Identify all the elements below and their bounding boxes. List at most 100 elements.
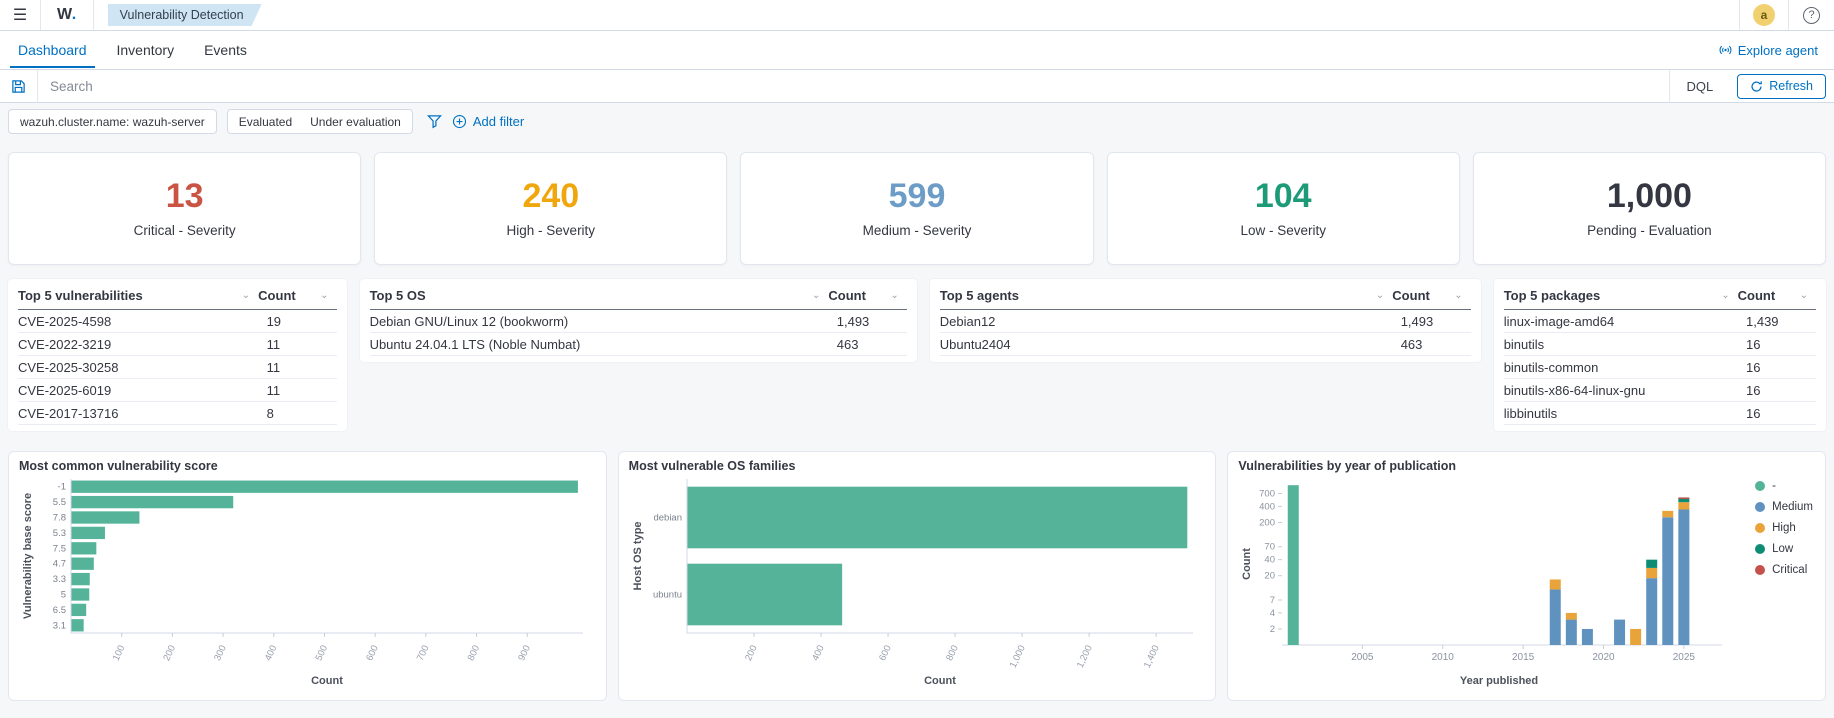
help-icon[interactable]: ? (1803, 6, 1820, 24)
sort-chevron-icon[interactable]: ⌄ (1799, 290, 1808, 301)
svg-text:5: 5 (61, 590, 66, 601)
svg-text:200: 200 (161, 644, 178, 663)
sort-chevron-icon[interactable]: ⌄ (1454, 290, 1463, 301)
bar-segment-Medium[interactable] (1646, 578, 1658, 645)
tabs-bar: Dashboard Inventory Events Explore agent (0, 31, 1834, 70)
top5-table-panel: Top 5 packages ⌄ Count ⌄ linux-image-amd64 1,… (1493, 279, 1826, 431)
legend-item-High[interactable]: High (1755, 522, 1813, 534)
add-filter-button[interactable]: Add filter (452, 114, 524, 129)
bar-6.5[interactable] (71, 603, 87, 617)
legend-item-Low[interactable]: Low (1755, 543, 1813, 555)
sort-chevron-icon[interactable]: ⌄ (1375, 290, 1385, 301)
tab-events[interactable]: Events (204, 42, 247, 58)
svg-text:800: 800 (944, 644, 961, 663)
filter-toggle-evaluated[interactable]: Evaluated (238, 114, 293, 129)
row-name: binutils (1503, 336, 1545, 352)
bar-segment-Medium[interactable] (1678, 509, 1690, 645)
bar-segment-Low[interactable] (1646, 559, 1658, 568)
bar-segment-Medium[interactable] (1566, 619, 1578, 645)
saved-query-icon[interactable] (0, 70, 38, 102)
svg-text:Vulnerability base score: Vulnerability base score (22, 493, 34, 619)
sort-chevron-icon[interactable]: ⌄ (811, 290, 821, 301)
bar-debian[interactable] (686, 486, 1187, 549)
chart-legend: - Medium High Low Critical (1755, 480, 1813, 576)
legend-item--[interactable]: - (1755, 480, 1813, 492)
filter-funnel-icon[interactable] (426, 114, 442, 129)
bar-segment-Medium[interactable] (1582, 628, 1594, 645)
count-column-header: Count (258, 288, 296, 303)
bar-5.5[interactable] (71, 495, 234, 509)
explore-agent-button[interactable]: Explore agent (1718, 43, 1818, 58)
bar-segment-High[interactable] (1550, 579, 1562, 590)
row-count: 1,493 (836, 313, 870, 329)
bar-4.7[interactable] (71, 557, 94, 570)
legend-item-Medium[interactable]: Medium (1755, 501, 1813, 513)
query-language-button[interactable]: DQL (1669, 70, 1729, 102)
stat-card[interactable]: 13 Critical - Severity (8, 152, 362, 265)
legend-dot (1755, 523, 1766, 533)
bar-segment-Low[interactable] (1678, 498, 1690, 503)
legend-item-Critical[interactable]: Critical (1755, 564, 1813, 576)
row-count: 1,493 (1400, 313, 1434, 329)
bar-segment-High[interactable] (1662, 510, 1674, 518)
tab-inventory[interactable]: Inventory (116, 42, 175, 58)
bar-5[interactable] (71, 588, 90, 601)
stat-label: High - Severity (506, 223, 596, 238)
filter-pill-cluster[interactable]: wazuh.cluster.name: wazuh-server (8, 109, 217, 134)
bar-segment-High[interactable] (1646, 567, 1658, 579)
filter-bar: wazuh.cluster.name: wazuh-server Evaluat… (0, 103, 1834, 140)
bar-3.1[interactable] (71, 619, 84, 632)
bar-7.8[interactable] (71, 511, 140, 524)
row-count: 1,439 (1746, 313, 1779, 329)
row-count: 463 (836, 336, 859, 352)
sort-chevron-icon[interactable]: ⌄ (890, 290, 899, 301)
sort-chevron-icon[interactable]: ⌄ (320, 290, 329, 301)
stat-label: Medium - Severity (862, 223, 972, 238)
svg-text:4.7: 4.7 (53, 559, 66, 570)
bar-segment-Medium[interactable] (1614, 619, 1626, 645)
bar-5.3[interactable] (71, 526, 105, 540)
row-count: 11 (266, 336, 281, 352)
table-title: Top 5 OS (369, 288, 426, 303)
bar-segment-Critical[interactable] (1678, 497, 1690, 499)
filter-toggle-group: Evaluated Under evaluation (226, 109, 413, 134)
table-row: CVE-2017-13716 8 (18, 402, 337, 425)
sort-chevron-icon[interactable]: ⌄ (1721, 290, 1730, 301)
count-column-header: Count (1392, 288, 1430, 303)
refresh-button[interactable]: Refresh (1737, 73, 1826, 99)
bar-segment--[interactable] (1288, 485, 1300, 645)
legend-label: High (1772, 522, 1796, 534)
sort-chevron-icon[interactable]: ⌄ (241, 290, 251, 301)
table-title: Top 5 vulnerabilities (18, 288, 143, 303)
menu-icon[interactable]: ☰ (12, 7, 28, 24)
svg-text:7.5: 7.5 (53, 543, 66, 554)
bar-segment-High[interactable] (1566, 612, 1578, 620)
bar-7.5[interactable] (71, 542, 97, 555)
stat-card[interactable]: 240 High - Severity (374, 152, 728, 265)
top-header: ☰ W. Vulnerability Detection a ? (0, 0, 1834, 31)
filter-toggle-under-evaluation[interactable]: Under evaluation (310, 114, 401, 129)
table-row: CVE-2022-3219 11 (18, 333, 337, 356)
user-avatar[interactable]: a (1753, 4, 1775, 26)
bar-ubuntu[interactable] (686, 563, 842, 626)
search-input[interactable] (38, 78, 1670, 94)
row-name: libbinutils (1503, 405, 1558, 421)
breadcrumb-badge[interactable]: Vulnerability Detection (108, 4, 262, 26)
svg-text:2: 2 (1270, 624, 1275, 635)
bar-segment-Medium[interactable] (1550, 589, 1562, 645)
stat-card[interactable]: 1,000 Pending - Evaluation (1472, 152, 1827, 265)
tab-dashboard[interactable]: Dashboard (10, 32, 95, 68)
table-row: linux-image-amd64 1,439 (1503, 310, 1816, 333)
svg-text:1,400: 1,400 (1142, 644, 1162, 670)
wazuh-logo[interactable]: W. (57, 6, 77, 23)
bar-3.3[interactable] (71, 572, 90, 586)
stat-card[interactable]: 104 Low - Severity (1106, 152, 1460, 265)
bar--1[interactable] (71, 480, 578, 493)
bar-segment-High[interactable] (1678, 502, 1690, 510)
stat-card[interactable]: 599 Medium - Severity (740, 152, 1094, 265)
bar-chart: -1 5.5 7.8 5.3 7.5 4.7 3.3 5 6.5 3.1 100 200 300 400 5… (22, 479, 583, 687)
row-name: CVE-2022-3219 (18, 336, 112, 352)
bar-segment-High[interactable] (1630, 628, 1642, 645)
bar-segment-Medium[interactable] (1662, 517, 1674, 645)
table-row: Debian GNU/Linux 12 (bookworm) 1,493 (369, 310, 907, 333)
